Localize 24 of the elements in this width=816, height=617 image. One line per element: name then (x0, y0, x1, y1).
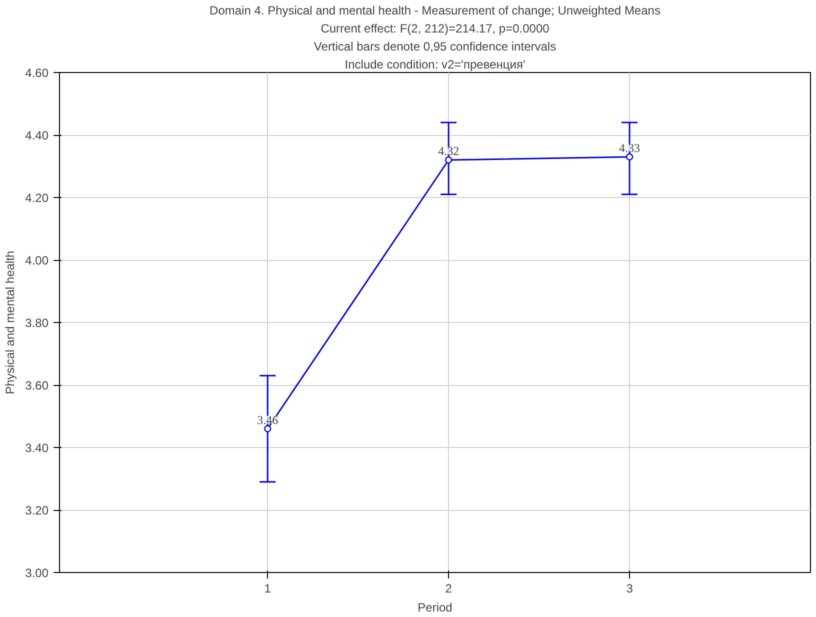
text: Current effect: F(2, 212)=214.17, p=0.0000 (320, 22, 550, 36)
x-tick-label: 2 (445, 582, 452, 596)
data-label: 4.33 (619, 140, 640, 155)
data-label: 3.46 (257, 412, 278, 427)
text: Vertical bars denote 0,95 confidence intervals (314, 40, 556, 54)
y-tick-label: 3.40 (25, 441, 49, 455)
y-tick-label: 4.00 (25, 254, 49, 268)
y-tick-label: 3.20 (25, 504, 49, 518)
data-label: 4.32 (438, 144, 460, 158)
x-tick-label: 1 (264, 582, 272, 596)
y-tick-label: 4.20 (25, 191, 49, 205)
y-tick-label: 3.60 (25, 378, 49, 392)
point (626, 153, 634, 160)
x-axis-title: Period (418, 600, 452, 614)
y-tick-label: 4.40 (25, 128, 49, 142)
y-tick-label: 3.80 (25, 316, 49, 330)
y-tick-label: 3.00 (25, 566, 49, 580)
text: Include condition: v2='превенция' (344, 58, 526, 72)
chart-title: Domain 4. Physical and mental health - Measurement of change; Unweighted Means (210, 4, 660, 18)
point (444, 156, 452, 164)
point (264, 425, 272, 432)
y-tick-label: 4.60 (25, 66, 49, 80)
x-tick-label: 3 (626, 582, 634, 596)
y-axis-title: Physical and mental health (3, 250, 18, 394)
